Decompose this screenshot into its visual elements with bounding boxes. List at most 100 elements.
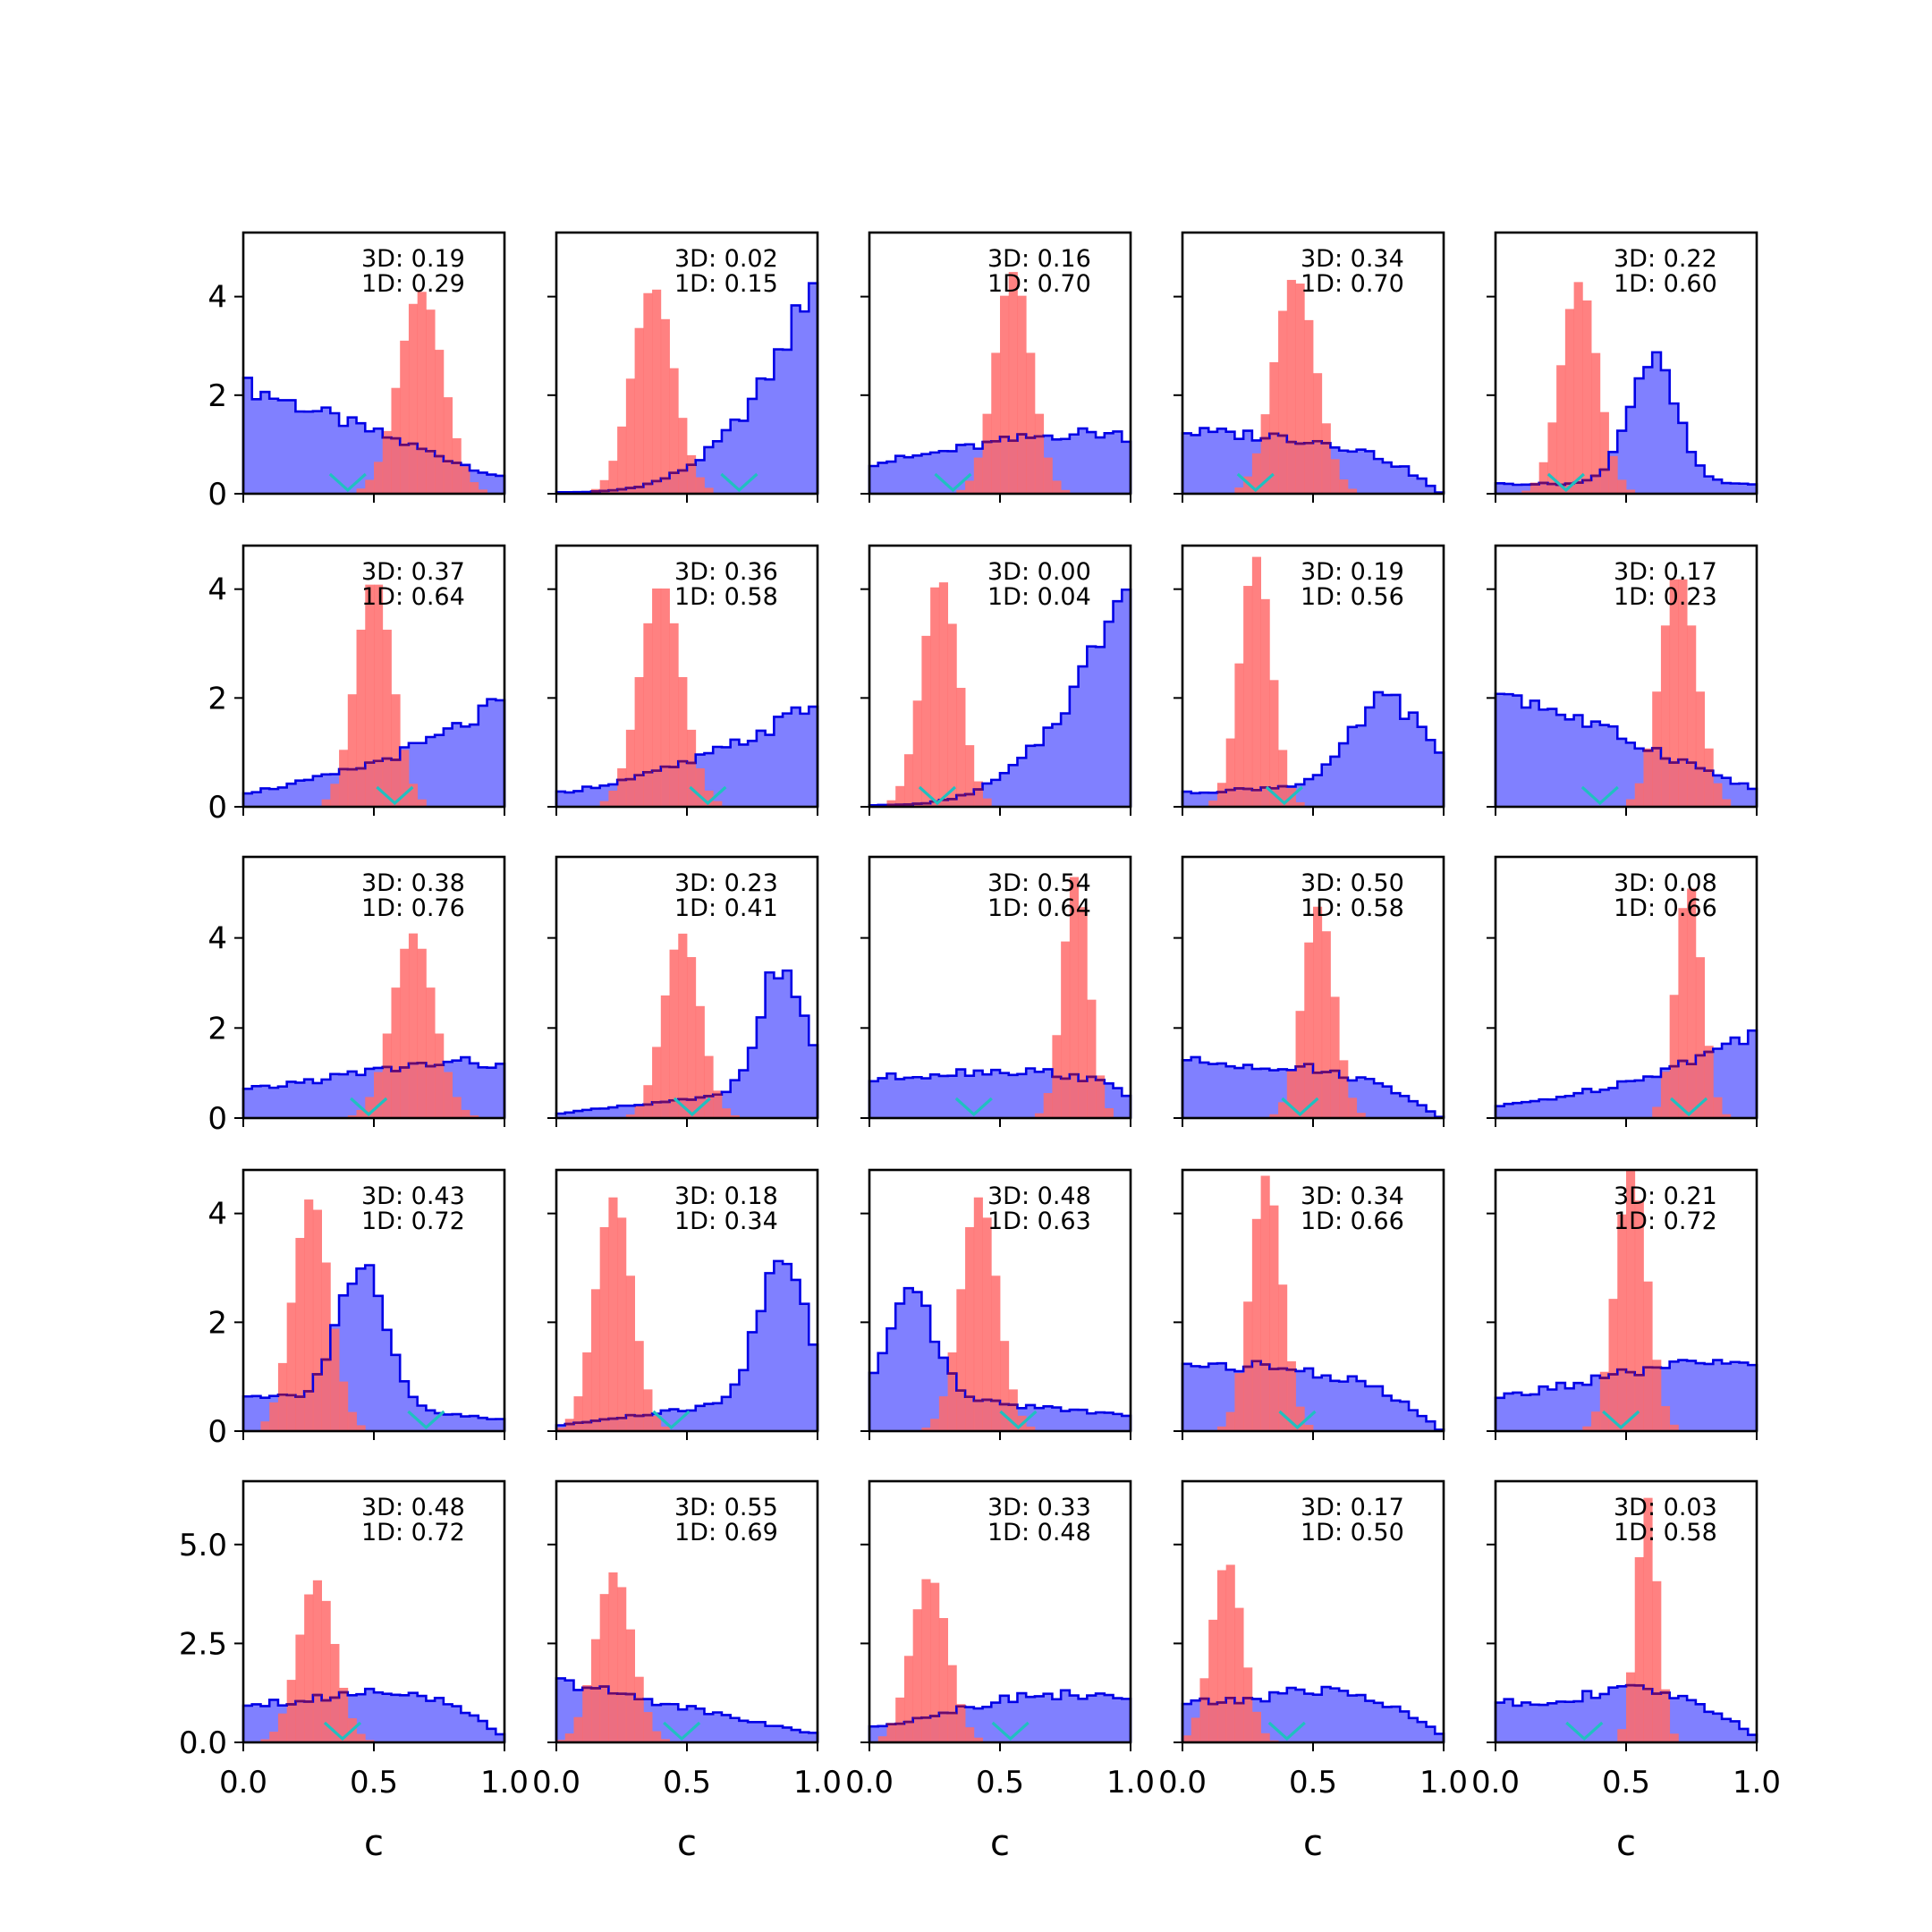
blue-bar: [564, 1112, 574, 1118]
blue-bar: [1374, 459, 1384, 494]
red-bar: [634, 1106, 644, 1118]
blue-bar: [1374, 691, 1384, 807]
blue-bar: [1251, 1069, 1261, 1118]
red-bar: [1713, 1097, 1723, 1118]
red-bar: [564, 1733, 574, 1742]
blue-bar: [1391, 1707, 1401, 1742]
blue-bar: [1078, 666, 1088, 807]
red-bar: [1652, 1580, 1662, 1742]
blue-bar: [800, 713, 809, 807]
red-bar: [1008, 272, 1018, 494]
red-bar: [1278, 1284, 1288, 1431]
blue-bar: [312, 411, 322, 494]
annotation-1d: 1D: 0.60: [1614, 270, 1717, 298]
estimate-marker: [999, 1410, 1038, 1430]
blue-bar: [877, 462, 887, 494]
red-bar: [1652, 1106, 1662, 1118]
blue-bar: [809, 1045, 818, 1118]
red-bar: [1304, 942, 1314, 1118]
blue-bar: [791, 996, 801, 1118]
blue-bar: [478, 472, 487, 494]
blue-bar: [496, 1733, 505, 1742]
red-bar: [1660, 625, 1671, 807]
blue-bar: [1304, 1368, 1314, 1431]
blue-bar: [1748, 1030, 1758, 1118]
red-bar: [965, 480, 975, 494]
red-bar: [408, 784, 419, 807]
red-bar: [687, 729, 697, 807]
blue-bar: [1017, 758, 1027, 807]
blue-bar: [713, 1402, 723, 1431]
blue-bar: [1052, 1407, 1062, 1431]
blue-bar: [1122, 1096, 1131, 1118]
blue-bar: [1043, 1406, 1053, 1431]
red-bar: [443, 397, 453, 494]
red-bar: [1096, 1075, 1106, 1118]
red-bar: [365, 1740, 375, 1742]
blue-bar: [435, 734, 445, 807]
blue-step-line: [242, 1055, 506, 1118]
red-bar: [643, 1712, 653, 1742]
red-bar: [382, 1033, 392, 1118]
red-bar: [461, 1109, 470, 1118]
red-bar: [956, 1704, 966, 1742]
red-bar: [625, 1629, 635, 1742]
red-bar: [582, 1352, 592, 1431]
red-bar: [1538, 462, 1548, 494]
blue-bar: [739, 1070, 749, 1118]
red-bar: [1521, 490, 1531, 494]
red-bar: [1216, 1426, 1227, 1431]
blue-bar: [1713, 479, 1723, 494]
blue-bar: [1400, 1402, 1410, 1431]
blue-bar: [1191, 435, 1200, 494]
blue-bar: [791, 1279, 801, 1431]
annotation-1d: 1D: 0.72: [1614, 1208, 1717, 1235]
blue-bar: [487, 474, 496, 494]
blue-bar: [695, 1405, 705, 1431]
blue-bar: [1748, 788, 1758, 807]
annotation-3d: 3D: 0.50: [1301, 869, 1404, 897]
blue-bar: [573, 791, 583, 807]
blue-bar: [286, 400, 296, 494]
annotation-3d: 3D: 0.43: [361, 1182, 465, 1210]
blue-bar: [1564, 1096, 1574, 1118]
blue-bar: [1365, 1079, 1375, 1118]
red-bar: [930, 1582, 940, 1742]
red-bar: [930, 587, 940, 807]
y-tick-label: 2.5: [179, 1626, 227, 1662]
blue-bar: [912, 1292, 922, 1431]
red-bar: [339, 1381, 349, 1431]
blue-bar: [1582, 726, 1592, 807]
red-bar: [956, 1289, 966, 1431]
red-bar: [590, 1289, 601, 1431]
blue-bar: [1382, 1395, 1392, 1431]
blue-bar: [1295, 1690, 1305, 1742]
red-bar: [408, 933, 419, 1118]
blue-bar: [339, 426, 349, 494]
estimate-marker: [1580, 785, 1619, 806]
annotation-3d: 3D: 0.37: [361, 558, 465, 586]
blue-bar: [1504, 694, 1513, 807]
blue-bar: [869, 466, 879, 494]
red-bar: [1260, 598, 1270, 807]
red-bar: [1260, 1733, 1270, 1742]
blue-bar: [1669, 403, 1679, 494]
estimate-marker: [323, 1721, 362, 1741]
blue-bar: [1730, 784, 1740, 807]
blue-bar: [1347, 451, 1358, 494]
blue-bar: [791, 305, 801, 494]
x-tick-label: 0.5: [1602, 1765, 1650, 1801]
red-bar: [617, 767, 627, 807]
annotation-3d: 3D: 0.23: [674, 869, 778, 897]
blue-bar: [1426, 486, 1436, 494]
blue-bar: [1496, 1702, 1505, 1742]
red-bar: [1017, 295, 1027, 494]
blue-bar: [590, 1108, 601, 1118]
blue-bar: [982, 1707, 992, 1742]
blue-bar: [930, 1074, 940, 1118]
blue-bar: [756, 378, 766, 494]
blue-bar: [1513, 1705, 1522, 1742]
